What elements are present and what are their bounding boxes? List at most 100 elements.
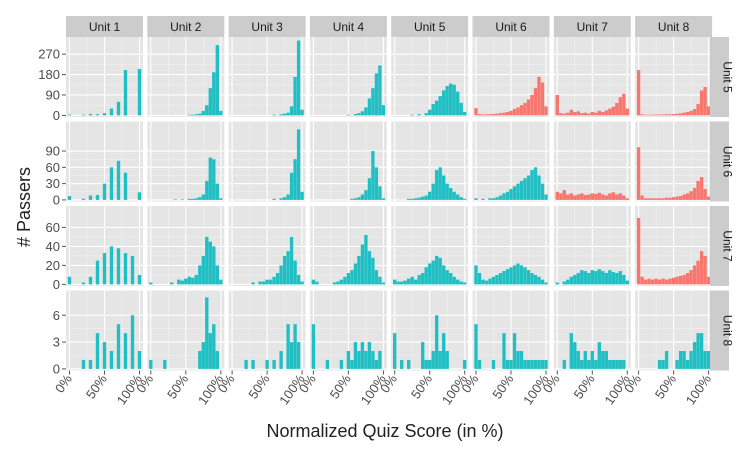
histogram-bars [350, 151, 386, 200]
histogram-bar [699, 333, 704, 369]
histogram-bar [286, 112, 290, 116]
histogram-bar [201, 255, 205, 285]
histogram-bar [116, 160, 121, 200]
histogram-bar [523, 359, 527, 369]
histogram-bar [618, 193, 622, 200]
y-tick-label: 270 [38, 47, 60, 62]
histogram-bars [311, 324, 382, 369]
histogram-bar [452, 84, 456, 116]
histogram-bar [696, 180, 700, 200]
histogram-bar [512, 109, 517, 116]
histogram-bar [657, 279, 662, 285]
histogram-bar [580, 359, 584, 369]
histogram-bar [275, 273, 280, 285]
histogram-bar [640, 195, 644, 200]
histogram-bar [488, 278, 492, 285]
histogram-bar [566, 112, 570, 116]
histogram-bar [601, 111, 605, 116]
histogram-bar [689, 351, 693, 369]
histogram-bar [523, 267, 527, 285]
histogram-bar [519, 105, 524, 116]
histogram-bar [622, 359, 626, 369]
histogram-bar [509, 110, 513, 116]
histogram-bar [428, 191, 432, 200]
histogram-bar [393, 333, 397, 369]
histogram-bar [353, 263, 358, 285]
histogram-bar [459, 197, 463, 200]
histogram-bar [537, 276, 541, 285]
histogram-bar [449, 83, 453, 116]
histogram-bar [530, 170, 534, 200]
histogram-bar [597, 269, 601, 285]
histogram-bar [640, 114, 644, 116]
histogram-bars [244, 324, 301, 369]
histogram-bar [491, 276, 496, 285]
histogram-bar [654, 198, 658, 200]
histogram-bar [689, 191, 693, 200]
histogram-bars [67, 68, 142, 116]
histogram-bar [664, 197, 669, 200]
histogram-bar [109, 351, 114, 369]
histogram-bar [685, 193, 690, 200]
x-axis-title: Normalized Quiz Score (in %) [266, 421, 503, 441]
histogram-bar [346, 351, 351, 369]
histogram-bars [251, 236, 304, 285]
histogram-bar [664, 114, 669, 116]
histogram-bar [177, 279, 181, 285]
column-strip: Unit 8 [635, 16, 713, 37]
histogram-bar [289, 106, 294, 116]
histogram-bar [194, 274, 198, 285]
histogram-bar [435, 315, 439, 369]
histogram-bar [67, 196, 72, 200]
histogram-bar [647, 198, 651, 200]
histogram-bar [339, 279, 344, 285]
histogram-bar [671, 114, 676, 116]
histogram-bar [417, 114, 421, 116]
histogram-bar [272, 114, 276, 116]
histogram-bar [512, 265, 517, 285]
histogram-bar [353, 114, 358, 116]
histogram-bar [353, 342, 358, 369]
histogram-bars [555, 269, 629, 285]
panel-unit6-unit5 [391, 121, 469, 202]
histogram-bar [495, 113, 499, 116]
histogram-bar [81, 198, 86, 200]
histogram-bar [445, 270, 449, 285]
histogram-bar [608, 108, 612, 116]
histogram-bar [618, 97, 622, 116]
histogram-bar [201, 194, 205, 200]
histogram-bar [643, 114, 648, 116]
histogram-bar [381, 198, 386, 200]
histogram-bar [622, 274, 626, 285]
histogram-bar [647, 114, 651, 116]
histogram-bar [421, 342, 425, 369]
histogram-bar [289, 172, 294, 200]
histogram-bar [696, 260, 700, 285]
histogram-bar [350, 198, 354, 200]
histogram-bar [576, 111, 580, 116]
histogram-bars [657, 333, 711, 369]
histogram-bar [435, 255, 439, 285]
histogram-bar [449, 273, 453, 285]
histogram-bar [414, 198, 418, 200]
histogram-bar [477, 114, 482, 116]
histogram-bar [650, 114, 655, 116]
histogram-bar [636, 217, 641, 285]
histogram-bar [664, 351, 669, 369]
histogram-bar [81, 114, 86, 116]
histogram-bar [205, 236, 209, 285]
column-strip-background [553, 16, 631, 37]
histogram-bars [474, 324, 548, 369]
histogram-bar [703, 351, 707, 369]
histogram-bar [516, 263, 520, 285]
histogram-bar [668, 197, 672, 200]
histogram-bar [116, 101, 121, 116]
histogram-bar [184, 278, 188, 285]
histogram-bar [410, 198, 414, 200]
histogram-bar [502, 193, 506, 200]
histogram-bar [442, 265, 446, 285]
histogram-bar [703, 189, 707, 200]
histogram-bar [300, 281, 304, 285]
histogram-bar [296, 40, 301, 116]
histogram-bar [516, 107, 520, 116]
